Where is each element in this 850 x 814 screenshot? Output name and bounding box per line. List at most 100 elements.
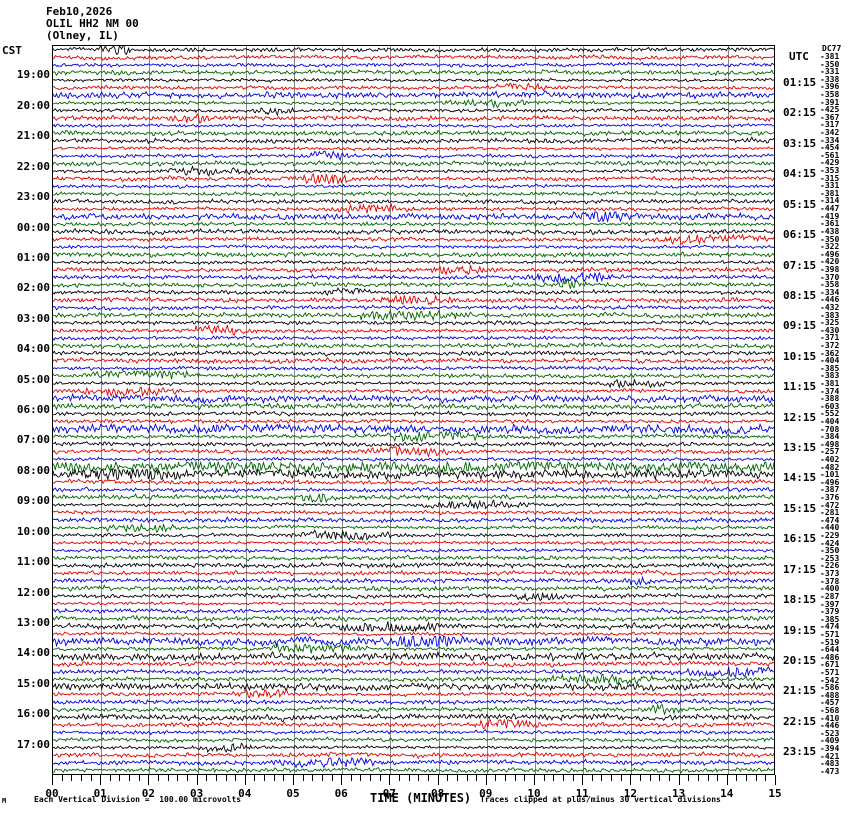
x-axis-tick-label: 11 (575, 787, 589, 800)
x-tick-major (293, 775, 294, 785)
seismic-trace (53, 712, 774, 723)
right-time-label: 19:15 (783, 623, 817, 637)
dc-offset-value: -334 (820, 287, 840, 297)
dc-offset-value: -287 (820, 591, 840, 601)
dc-offset-value: -421 (820, 751, 840, 761)
seismic-trace (53, 221, 774, 228)
dc-offset-value: -571 (820, 667, 840, 677)
header-station: OLIL HH2 NM 00 (46, 17, 139, 30)
left-time-label: 14:00 (16, 646, 50, 660)
x-axis-title: TIME (MINUTES) (370, 791, 472, 805)
right-time-label: 14:15 (783, 471, 817, 485)
seismic-trace (53, 198, 774, 206)
seismic-trace (53, 68, 774, 77)
x-axis-tick-label: 05 (286, 787, 300, 800)
seismic-trace (53, 440, 774, 448)
x-tick-minor (71, 775, 72, 781)
grid-line-minute-4 (246, 46, 247, 774)
seismic-trace (53, 516, 774, 524)
grid-line-minute-14 (728, 46, 729, 774)
dc-offset-value: -420 (820, 257, 840, 267)
x-tick-minor (158, 775, 159, 781)
left-time-label: 00:00 (16, 220, 50, 234)
dc-offset-value: -378 (820, 576, 840, 586)
dc-offset-value: -425 (820, 105, 840, 115)
footer-scale-note: Each Vertical Division = 100.00 microvol… (34, 795, 242, 804)
x-tick-minor (409, 775, 410, 781)
grid-line-minute-8 (439, 46, 440, 774)
seismic-trace (53, 251, 774, 258)
seismic-trace (53, 304, 774, 312)
x-tick-minor (360, 775, 361, 781)
x-axis-ticks (52, 775, 776, 785)
dc-offset-value: -226 (820, 561, 840, 571)
seismic-trace (53, 422, 774, 436)
dc-offset-value: -350 (820, 59, 840, 69)
right-time-label: 22:15 (783, 714, 817, 728)
left-time-label: 11:00 (16, 555, 50, 569)
left-time-label: 03:00 (16, 311, 50, 325)
grid-line-minute-9 (487, 46, 488, 774)
seismic-trace (53, 106, 774, 117)
x-tick-minor (119, 775, 120, 781)
seismic-trace (53, 499, 774, 510)
right-time-label: 08:15 (783, 288, 817, 302)
seismic-trace (53, 369, 774, 380)
x-tick-major (245, 775, 246, 785)
x-tick-minor (467, 775, 468, 781)
x-axis-tick-label: 01 (93, 787, 107, 800)
seismic-trace (53, 259, 774, 265)
seismic-trace (53, 650, 774, 663)
seismic-trace (53, 614, 774, 623)
seismic-trace (53, 136, 774, 145)
dc-offset-value: -358 (820, 280, 840, 290)
seismic-trace (53, 493, 774, 504)
dc-offset-value: -350 (820, 234, 840, 244)
right-time-label: 04:15 (783, 167, 817, 181)
right-time-label: 20:15 (783, 653, 817, 667)
x-tick-minor (62, 775, 63, 781)
dc-offset-value: -373 (820, 569, 840, 579)
x-tick-minor (332, 775, 333, 781)
dc-offset-value: -257 (820, 447, 840, 457)
dc-offset-value: -542 (820, 675, 840, 685)
seismic-trace (53, 575, 774, 586)
dc-offset-value: -101 (820, 470, 840, 480)
left-time-label: 20:00 (16, 98, 50, 112)
seismic-trace (53, 386, 774, 398)
x-axis-tick-label: 13 (671, 787, 686, 800)
dc-offset-value: -424 (820, 538, 840, 548)
seismic-trace (53, 456, 774, 463)
x-tick-major (100, 775, 101, 785)
right-time-label: 10:15 (783, 349, 817, 363)
grid-line-minute-2 (149, 46, 150, 774)
dc-offset-value: -568 (820, 705, 840, 715)
x-axis-tick-label: 06 (334, 787, 348, 800)
seismic-trace (53, 766, 774, 774)
seismic-trace (53, 698, 774, 706)
x-tick-major (534, 775, 535, 785)
seismogram-plot[interactable] (52, 45, 775, 775)
dc-offset-value: -419 (820, 211, 840, 221)
dc-offset-value: -384 (820, 432, 840, 442)
seismic-trace (53, 600, 774, 607)
dc-offset-value: -446 (820, 721, 840, 731)
seismic-trace (53, 173, 774, 185)
dc-offset-value: -338 (820, 74, 840, 84)
footer-clip-note: Traces clipped at plus/minus 30 vertical… (480, 795, 721, 804)
right-axis-caption: UTC (789, 50, 809, 63)
seismic-trace (53, 561, 774, 569)
dc-offset-value: -671 (820, 660, 840, 670)
x-tick-minor (495, 775, 496, 781)
x-tick-minor (650, 775, 651, 781)
seismic-trace (53, 445, 774, 458)
dc-offset-value: -331 (820, 181, 840, 191)
x-tick-minor (312, 775, 313, 781)
dc-offset-value: -457 (820, 698, 840, 708)
x-tick-minor (274, 775, 275, 781)
left-time-label: 04:00 (16, 342, 50, 356)
seismic-trace (53, 486, 774, 494)
dc-offset-value: -381 (820, 188, 840, 198)
seismic-trace (53, 113, 774, 124)
